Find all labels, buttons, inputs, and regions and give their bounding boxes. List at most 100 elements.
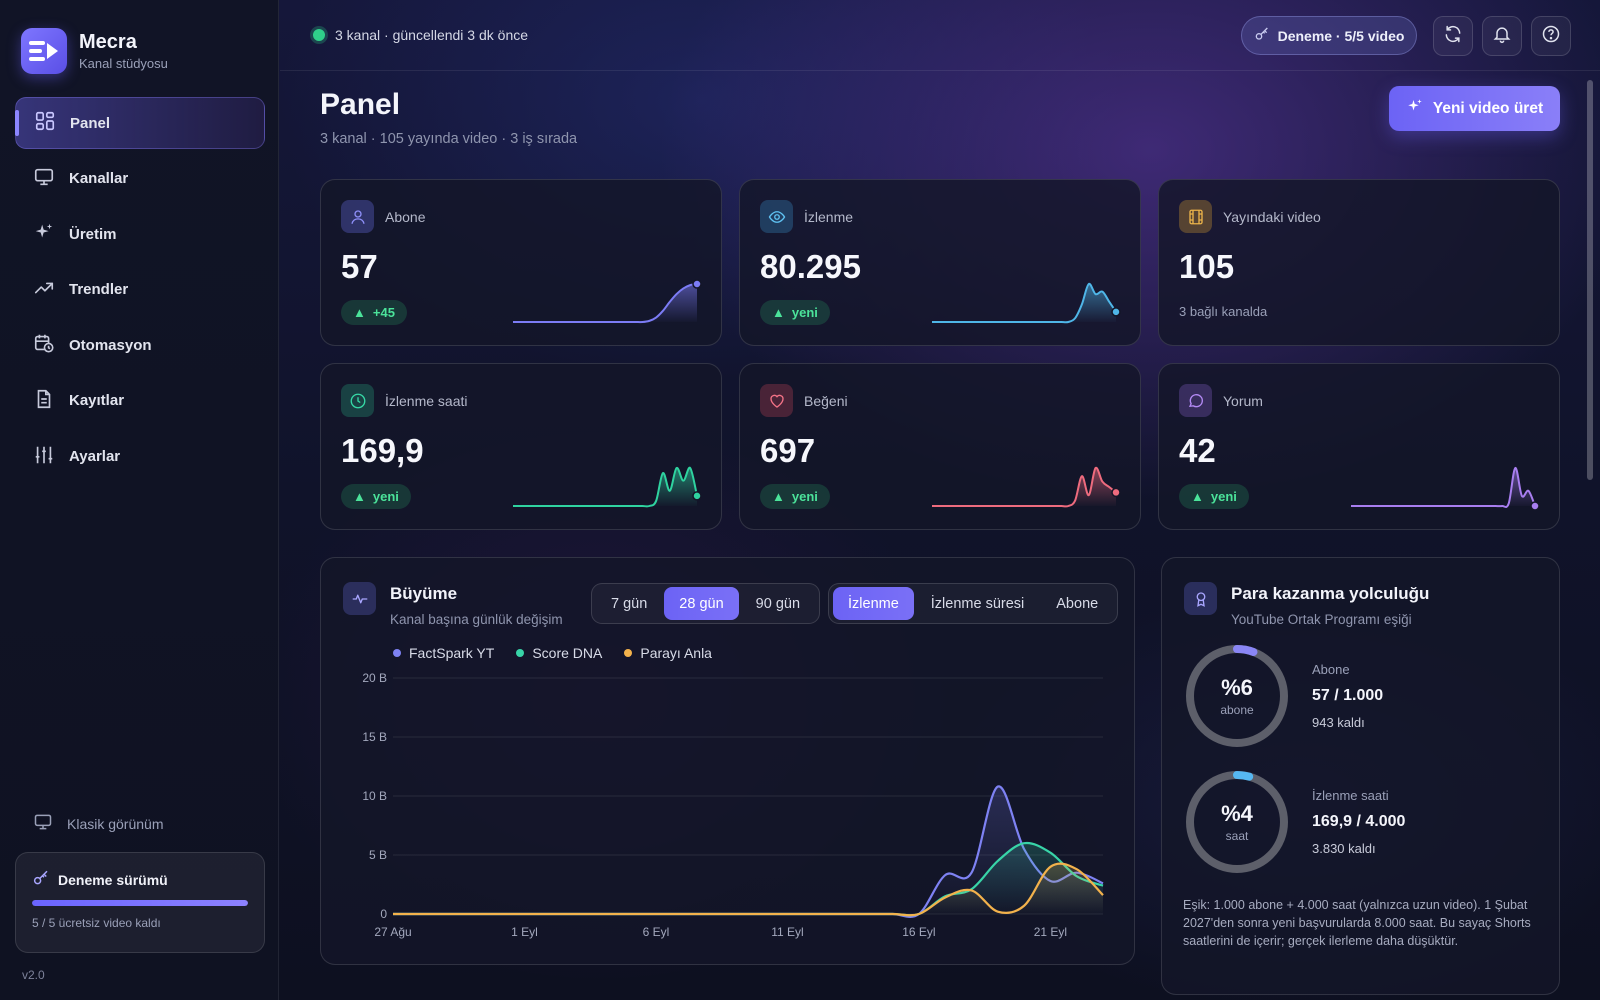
metric-izlenme[interactable]: İzlenme xyxy=(833,587,914,620)
heart-icon xyxy=(760,384,793,417)
nav-item-ayarlar[interactable]: Ayarlar xyxy=(15,431,265,483)
legend-item[interactable]: Parayı Anla xyxy=(624,645,712,661)
bell-icon xyxy=(1492,24,1512,49)
nav-item-trendler[interactable]: Trendler xyxy=(15,264,265,316)
award-icon xyxy=(1184,582,1217,615)
chat-icon xyxy=(1179,384,1212,417)
sparkline xyxy=(513,466,702,508)
subscriber-progress-ring: %6 abone xyxy=(1183,642,1291,750)
status-dot-icon xyxy=(313,29,325,41)
page-title: Panel xyxy=(320,88,401,121)
y-tick-label: 20 B xyxy=(362,671,387,685)
sparkline-area xyxy=(932,283,1116,323)
trial-pill-button[interactable]: Deneme · 5/5 video xyxy=(1241,16,1417,55)
nav-item-kanallar[interactable]: Kanallar xyxy=(15,153,265,205)
ring-percent: %6 xyxy=(1221,675,1253,700)
new-video-label: Yeni video üret xyxy=(1432,99,1544,117)
stat-card-yayindaki-video[interactable]: Yayındaki video 105 3 bağlı kanalda xyxy=(1158,179,1560,346)
stat-label: Yayındaki video xyxy=(1223,208,1321,225)
sparkline-area xyxy=(1351,467,1535,507)
brand[interactable]: Mecra Kanal stüdyosu xyxy=(21,28,168,74)
sparkline-end-point xyxy=(692,491,702,501)
legend-label: FactSpark YT xyxy=(409,645,495,661)
stat-value: 697 xyxy=(760,432,816,469)
classic-view-link[interactable]: Klasik görünüm xyxy=(33,812,164,835)
grid-icon xyxy=(34,110,56,136)
page-scrollbar[interactable] xyxy=(1587,80,1593,480)
stat-note: 3 bağlı kanalda xyxy=(1179,304,1268,319)
trial-pill-label: Deneme · 5/5 video xyxy=(1277,27,1405,44)
trial-progress-bar xyxy=(32,900,248,906)
user-icon xyxy=(341,200,374,233)
series-line xyxy=(393,862,1104,917)
metric-abone[interactable]: Abone xyxy=(1056,595,1099,612)
sidebar: Mecra Kanal stüdyosu Panel Kanallar Üret… xyxy=(0,0,279,1000)
notifications-button[interactable] xyxy=(1482,16,1522,56)
watch-hours-progress-ring: %4 saat xyxy=(1183,768,1291,876)
document-icon xyxy=(33,388,55,414)
x-tick-label: 21 Eyl xyxy=(1034,925,1067,939)
trial-title: Deneme sürümü xyxy=(58,871,168,888)
stat-label: Yorum xyxy=(1223,392,1263,409)
range-7-gun[interactable]: 7 gün xyxy=(611,595,648,612)
legend-label: Score DNA xyxy=(532,645,603,661)
activity-icon xyxy=(343,582,376,615)
sparkline-end-point xyxy=(692,279,702,289)
sparkline-line xyxy=(932,282,1117,324)
sliders-icon xyxy=(33,444,55,470)
sparkline xyxy=(932,282,1121,324)
ring-progress xyxy=(1186,771,1288,873)
triangle-up-icon: ▲ xyxy=(353,305,366,320)
sparkle-icon xyxy=(1406,97,1424,120)
y-tick-label: 10 B xyxy=(362,789,387,803)
nav-item-panel[interactable]: Panel xyxy=(15,97,265,149)
nav-item-uretim[interactable]: Üretim xyxy=(15,208,265,260)
metric-izlenme-suresi[interactable]: İzlenme süresi xyxy=(930,595,1025,612)
stat-card-yorum[interactable]: Yorum 42 ▲ yeni xyxy=(1158,363,1560,530)
monitor-icon xyxy=(33,812,53,835)
range-28-gun[interactable]: 28 gün xyxy=(664,587,739,620)
nav-label: Kayıtlar xyxy=(69,392,125,410)
topbar: 3 kanal · güncellendi 3 dk önce Deneme ·… xyxy=(280,0,1600,71)
calendar-clock-icon xyxy=(33,332,55,358)
refresh-button[interactable] xyxy=(1433,16,1473,56)
stat-label: Abone xyxy=(385,208,426,225)
legend-dot-icon xyxy=(624,649,633,657)
film-icon xyxy=(1179,200,1212,233)
nav-label: Ayarlar xyxy=(69,448,121,466)
clock-icon xyxy=(341,384,374,417)
stat-badge: ▲ +45 xyxy=(341,300,407,325)
nav-item-kayitlar[interactable]: Kayıtlar xyxy=(15,375,265,427)
stat-badge-text: yeni xyxy=(1210,489,1237,504)
ring-unit: saat xyxy=(1225,829,1249,843)
sparkline-line xyxy=(513,466,698,508)
sparkline-end-point xyxy=(1530,501,1540,510)
sparkline xyxy=(513,279,702,324)
x-tick-label: 16 Eyl xyxy=(902,925,935,939)
help-button[interactable] xyxy=(1531,16,1571,56)
range-selector: 7 gün 28 gün 90 gün xyxy=(591,583,821,624)
sparkline-area xyxy=(513,467,697,507)
monetization-subtitle: YouTube Ortak Programı eşiği xyxy=(1231,612,1412,627)
stat-badge: ▲ yeni xyxy=(1179,484,1249,509)
chart-legend: FactSpark YT Score DNA Parayı Anla xyxy=(393,645,712,661)
legend-item[interactable]: FactSpark YT xyxy=(393,645,494,661)
trial-card[interactable]: Deneme sürümü 5 / 5 ücretsiz video kaldı xyxy=(15,852,265,953)
subscriber-remaining: 943 kaldı xyxy=(1312,715,1365,730)
monetization-note: Eşik: 1.000 abone + 4.000 saat (yalnızca… xyxy=(1183,898,1531,948)
watch-hours-remaining: 3.830 kaldı xyxy=(1312,841,1376,856)
status-text: 3 kanal · güncellendi 3 dk önce xyxy=(335,27,529,43)
stat-card-izlenme-saati[interactable]: İzlenme saati 169,9 ▲ yeni xyxy=(320,363,722,530)
nav-item-otomasyon[interactable]: Otomasyon xyxy=(15,319,265,371)
stat-card-izlenme[interactable]: İzlenme 80.295 ▲ yeni xyxy=(739,179,1141,346)
range-90-gun[interactable]: 90 gün xyxy=(755,595,801,612)
new-video-button[interactable]: Yeni video üret xyxy=(1389,86,1560,131)
stat-label: İzlenme xyxy=(804,208,854,225)
legend-dot-icon xyxy=(516,649,525,657)
legend-dot-icon xyxy=(393,649,401,657)
stat-card-begeni[interactable]: Beğeni 697 ▲ yeni xyxy=(739,363,1141,530)
legend-item[interactable]: Score DNA xyxy=(516,645,602,661)
trial-remaining: 5 / 5 ücretsiz video kaldı xyxy=(32,916,161,930)
stat-card-abone[interactable]: Abone 57 ▲ +45 xyxy=(320,179,722,346)
sparkline xyxy=(1351,466,1540,510)
